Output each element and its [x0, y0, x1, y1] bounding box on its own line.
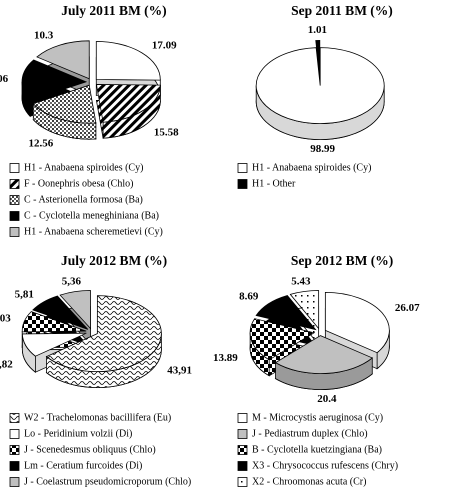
- legend-swatch: [237, 163, 248, 173]
- pie-slice: [36, 40, 90, 80]
- value-label: 17.09: [152, 39, 177, 51]
- value-label: 8.69: [239, 291, 259, 303]
- legend-swatch: [237, 461, 248, 471]
- value-label: 98.99: [310, 143, 335, 155]
- legend-label: H1 - Anabaena scheremetievi (Cy): [24, 226, 163, 237]
- value-label: 5,81: [15, 288, 34, 300]
- legend-label: W2 - Trachelomonas bacillifera (Eu): [24, 412, 171, 423]
- legend-swatch: [237, 445, 248, 455]
- legend-swatch: [9, 163, 20, 173]
- legend-label: J - Coelastrum pseudomicroporum (Chlo): [24, 476, 191, 487]
- value-label: 5.43: [291, 275, 311, 287]
- pie-slice: [21, 332, 87, 357]
- pie-slice: [274, 335, 374, 374]
- legend-swatch: [237, 477, 248, 487]
- value-label: 6,03: [0, 312, 11, 324]
- value-label: 15.58: [154, 126, 179, 138]
- value-label: 20.4: [317, 393, 337, 405]
- legend-label: C - Cyclotella meneghiniana (Ba): [24, 210, 159, 221]
- chart-title: Sep 2012 BM (%): [291, 253, 393, 268]
- legend-swatch: [9, 179, 20, 189]
- pie-slice: [32, 295, 89, 330]
- legend-label: B - Cyclotella kuetzingiana (Ba): [252, 444, 382, 455]
- legend-label: Lo - Peridinium volzii (Di): [24, 428, 132, 439]
- legend-swatch: [9, 445, 20, 455]
- value-label: 12.06: [0, 73, 9, 85]
- legend-swatch: [9, 195, 20, 205]
- legend-label: Lm - Ceratium furcoides (Di): [24, 460, 142, 471]
- chart-title: July 2012 BM (%): [61, 253, 167, 268]
- legend-swatch: [9, 211, 20, 221]
- chart-title: July 2011 BM (%): [61, 3, 166, 18]
- value-label: 26.07: [395, 302, 420, 314]
- value-label: 12.56: [29, 137, 54, 149]
- chart-title: Sep 2011 BM (%): [291, 3, 393, 18]
- legend-swatch: [9, 461, 20, 471]
- legend-label: X2 - Chroomonas acuta (Cr): [252, 476, 366, 487]
- legend-swatch: [9, 413, 20, 423]
- legend-swatch: [237, 413, 248, 423]
- legend-swatch: [9, 429, 20, 439]
- legend-label: H1 - Anabaena spiroides (Cy): [24, 162, 143, 173]
- pie-slice: [95, 84, 161, 123]
- legend-label: F - Oonephris obesa (Chlo): [24, 178, 133, 189]
- legend-swatch: [237, 429, 248, 439]
- legend-label: X3 - Chrysococcus rufescens (Chry): [252, 460, 398, 471]
- legend-swatch: [9, 477, 20, 487]
- legend-label: H1 - Other: [252, 178, 296, 189]
- pie-slice: [249, 318, 316, 361]
- value-label: 10.3: [34, 30, 54, 42]
- pie-slice: [324, 291, 390, 354]
- pie-slice: [255, 295, 317, 331]
- legend-swatch: [9, 227, 20, 237]
- legend-label: M - Microcystis aeruginosa (Cy): [252, 412, 383, 423]
- value-label: 1.01: [308, 24, 327, 36]
- legend-label: C - Asterionella formosa (Ba): [24, 194, 143, 205]
- pie-slice: [21, 59, 88, 101]
- value-label: 6,82: [0, 359, 13, 371]
- pie-slice: [255, 47, 385, 124]
- pie-slice: [59, 290, 91, 330]
- legend-label: J - Pediastrum duplex (Chlo): [252, 428, 368, 439]
- legend-swatch: [237, 179, 248, 189]
- pie-slice: [45, 295, 162, 372]
- value-label: 43,91: [167, 364, 192, 376]
- value-label: 5,36: [62, 276, 82, 288]
- legend-label: H1 - Anabaena spiroides (Cy): [252, 162, 371, 173]
- pie-slice: [32, 84, 97, 124]
- legend-label: J - Scenedesmus obliquus (Chlo): [24, 444, 156, 455]
- pie-slice: [21, 311, 87, 333]
- value-label: 13.89: [213, 352, 238, 364]
- pie-slice: [289, 290, 320, 330]
- pie-slice: [315, 40, 321, 79]
- pie-slice: [95, 41, 161, 81]
